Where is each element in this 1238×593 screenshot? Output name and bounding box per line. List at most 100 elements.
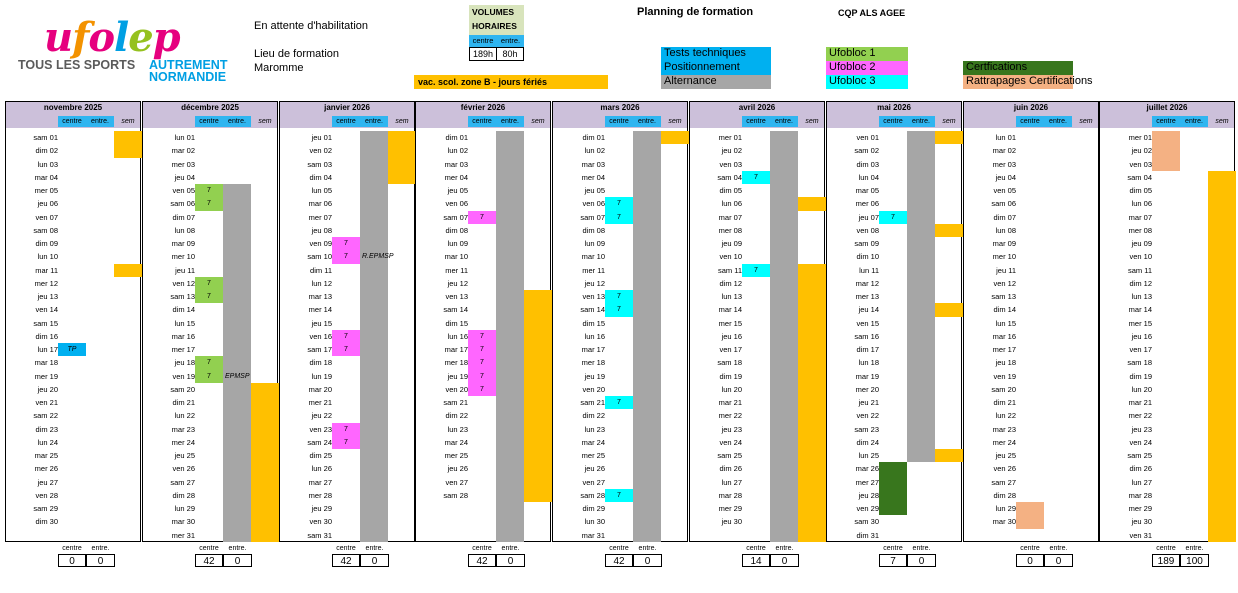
day-label: mer 04 (444, 172, 468, 182)
day-label: sam 29 (33, 504, 58, 513)
day-label: mar 17 (444, 345, 468, 354)
day-label: jeu 02 (1131, 146, 1152, 156)
total-header-centre: centre (336, 545, 356, 552)
day-label: lun 26 (311, 464, 332, 474)
day-label: jeu 30 (1131, 517, 1152, 527)
day-label: lun 23 (447, 424, 468, 434)
month-totals: centre 0 entre. 0 (1016, 543, 1073, 568)
total-value-entre: 0 (223, 554, 252, 567)
planning-cell-ufobloc2: 7 (332, 422, 360, 436)
day-label: sam 13 (991, 292, 1016, 301)
day-label: ven 03 (1129, 159, 1152, 169)
col-header-entre: entre. (223, 116, 251, 127)
col-header-sem: sem (1215, 118, 1229, 125)
total-header-entre: entre. (775, 545, 794, 552)
planning-cell-holiday (935, 131, 963, 145)
planning-cell-ufobloc2: 7 (468, 382, 496, 396)
day-label: jeu 13 (37, 292, 58, 301)
day-label: sam 07 (580, 212, 605, 222)
day-label: ven 07 (35, 212, 58, 222)
day-label: sam 11 (1127, 265, 1152, 275)
day-label: sam 15 (33, 318, 58, 328)
day-label: jeu 11 (175, 265, 195, 275)
day-label: lun 29 (174, 504, 195, 513)
day-label: mer 10 (992, 252, 1016, 262)
planning-cell-ufobloc2: 7 (332, 250, 360, 264)
day-label: jeu 14 (858, 305, 879, 315)
day-label: sam 18 (1127, 358, 1152, 368)
day-label: mer 31 (171, 530, 195, 540)
planning-cell-tests: TP (58, 343, 86, 357)
planning-cell-alternance (223, 184, 251, 542)
day-label: jeu 09 (1131, 239, 1152, 248)
day-label: mer 25 (581, 451, 605, 460)
day-label: lun 15 (995, 318, 1016, 328)
day-label: mer 28 (308, 490, 332, 500)
day-label: sam 03 (307, 159, 332, 169)
day-label: lun 16 (447, 331, 468, 341)
day-label: ven 08 (856, 225, 879, 235)
day-label: ven 17 (719, 345, 742, 354)
day-label: mer 15 (718, 318, 742, 328)
planning-cell-ufobloc2: 7 (468, 343, 496, 357)
month-header: décembre 2025 centre entre. sem (143, 102, 277, 128)
month-totals: centre 42 entre. 0 (605, 543, 662, 568)
planning-cell-ufobloc3: 7 (879, 210, 907, 224)
day-label: jeu 23 (1131, 424, 1152, 434)
day-label: lun 20 (1131, 384, 1152, 394)
day-label: mer 04 (581, 172, 605, 182)
day-label: ven 20 (445, 384, 468, 394)
day-label: mer 18 (444, 358, 468, 368)
day-label: jeu 25 (174, 451, 195, 460)
total-header-entre: entre. (1049, 545, 1068, 552)
col-header-entre: entre. (770, 116, 798, 127)
day-label: dim 14 (172, 305, 195, 315)
col-header-sem: sem (805, 118, 819, 125)
month-title: mai 2026 (877, 103, 911, 112)
day-label: ven 10 (1129, 252, 1152, 262)
day-label: dim 10 (856, 252, 879, 262)
day-label: mar 24 (581, 437, 605, 447)
day-label: sam 06 (991, 199, 1016, 209)
day-label: jeu 08 (311, 225, 332, 235)
day-label: lun 06 (721, 199, 742, 209)
day-label: jeu 07 (858, 212, 879, 222)
day-label: ven 22 (856, 411, 879, 421)
month-column: mai 2026 centre entre. sem 7 ven 01 sam 02 dim … (826, 101, 963, 542)
planning-cell-alternance (770, 131, 798, 542)
day-label: sam 24 (307, 437, 332, 447)
day-label: lun 18 (858, 358, 879, 368)
col-header-centre: centre (879, 116, 907, 127)
day-label: ven 14 (35, 305, 58, 315)
volumes-col-centre: centre (469, 35, 497, 47)
day-label: mar 16 (992, 331, 1016, 341)
planning-cell-holiday (251, 382, 279, 542)
location-label: Lieu de formation (254, 48, 339, 60)
day-label: mer 27 (855, 477, 879, 487)
day-label: jeu 26 (447, 464, 468, 474)
day-label: dim 14 (993, 305, 1016, 315)
total-value-entre: 0 (633, 554, 662, 567)
total-value-centre: 42 (468, 554, 496, 567)
month-header: avril 2026 centre entre. sem (690, 102, 824, 128)
logo-region: NORMANDIE (149, 70, 227, 84)
col-header-centre: centre (195, 116, 223, 127)
total-value-entre: 100 (1180, 554, 1209, 567)
day-label: sam 25 (1127, 451, 1152, 460)
planning-cell-ufobloc3: 7 (605, 210, 633, 224)
day-label: dim 08 (445, 225, 468, 235)
col-header-sem: sem (121, 118, 135, 125)
day-label: dim 09 (35, 239, 58, 248)
col-header-centre: centre (605, 116, 633, 127)
day-label: mar 03 (581, 159, 605, 169)
day-label: mar 18 (34, 358, 58, 368)
day-label: sam 20 (170, 384, 195, 394)
day-label: lun 01 (174, 133, 195, 142)
day-label: dim 07 (172, 212, 195, 222)
ufolep-logo: ufolep TOUS LES SPORTS AUTREMENT NORMAND… (18, 18, 238, 98)
day-label: lun 02 (584, 146, 605, 156)
day-label: mer 11 (582, 265, 605, 275)
logo-tagline-2: AUTREMENT (149, 58, 228, 72)
day-label: dim 21 (172, 398, 195, 407)
legend-rattrapages: Rattrapages Certifications (963, 75, 1093, 89)
